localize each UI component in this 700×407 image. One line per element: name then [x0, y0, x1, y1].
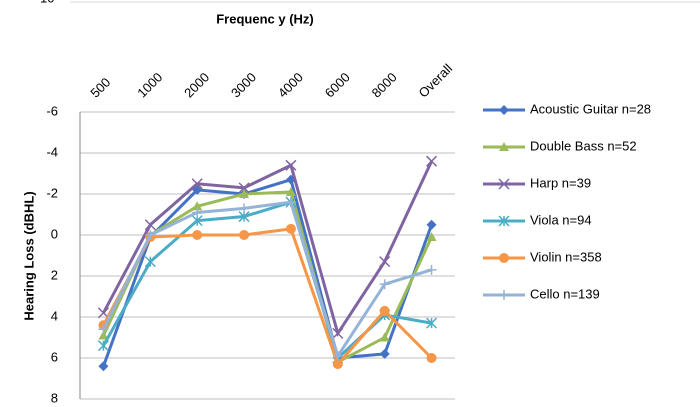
marker: [426, 264, 437, 275]
legend-label: Harp n=39: [530, 175, 591, 190]
marker: [498, 215, 510, 227]
marker: [499, 142, 509, 151]
legend-label: Double Bass n=52: [530, 138, 637, 153]
marker: [285, 186, 296, 196]
marker: [426, 317, 438, 329]
series-line: [102, 227, 433, 368]
marker: [98, 330, 109, 340]
y-tick-label: 0: [51, 226, 58, 241]
x-tick-label: 3000: [228, 69, 259, 100]
legend-label: Acoustic Guitar n=28: [530, 101, 651, 116]
marker: [285, 159, 297, 171]
series-line: [102, 190, 433, 365]
marker: [332, 350, 343, 361]
marker: [426, 219, 437, 230]
marker: [192, 230, 203, 240]
marker: [379, 305, 390, 316]
marker: [192, 207, 203, 218]
marker: [426, 232, 437, 242]
marker: [332, 359, 343, 370]
marker: [499, 253, 509, 263]
x-tick-label: 6000: [322, 69, 353, 100]
series-line: [102, 200, 432, 361]
x-tick-label: 2000: [181, 69, 212, 100]
marker: [238, 182, 250, 194]
marker: [191, 178, 203, 190]
marker: [98, 361, 109, 372]
marker: [285, 223, 296, 234]
y-tick-label: 4: [51, 308, 58, 323]
marker: [285, 197, 296, 208]
y-tick-label: -2: [46, 185, 58, 200]
marker: [426, 155, 438, 167]
y-tick-label: 2: [51, 267, 58, 282]
series-line: [102, 160, 433, 337]
legend-label: Cello n=139: [530, 286, 600, 301]
marker: [144, 219, 156, 231]
y-tick-label: -6: [46, 103, 58, 118]
marker: [379, 256, 391, 268]
marker: [144, 256, 156, 268]
fragment-text: 10: [40, 0, 54, 5]
marker: [97, 340, 109, 352]
x-tick-label: 1000: [134, 69, 165, 100]
y-axis-label: Hearing Loss (dBHL): [21, 191, 36, 320]
marker: [379, 332, 390, 342]
legend-label: Viola n=94: [530, 212, 592, 227]
marker: [239, 189, 250, 198]
marker: [426, 353, 437, 363]
marker: [499, 105, 509, 115]
x-tick-label: 8000: [369, 69, 400, 100]
marker: [98, 324, 109, 335]
y-tick-label: 8: [51, 390, 58, 405]
marker: [239, 203, 250, 214]
series-line: [102, 200, 433, 360]
marker: [145, 230, 156, 240]
marker: [332, 327, 344, 339]
x-tick-label: 4000: [275, 69, 306, 100]
x-tick-label: Overall: [416, 61, 456, 101]
legend-label: Violin n=358: [530, 249, 602, 264]
x-tick-label: 500: [87, 75, 113, 101]
marker: [379, 279, 390, 290]
marker: [499, 290, 509, 300]
chart-title: Frequenc y (Hz): [216, 11, 314, 26]
marker: [239, 230, 250, 240]
marker: [379, 348, 390, 359]
y-tick-label: -4: [46, 144, 58, 159]
y-tick-label: 6: [51, 349, 58, 364]
marker: [498, 178, 510, 190]
marker: [192, 201, 203, 211]
